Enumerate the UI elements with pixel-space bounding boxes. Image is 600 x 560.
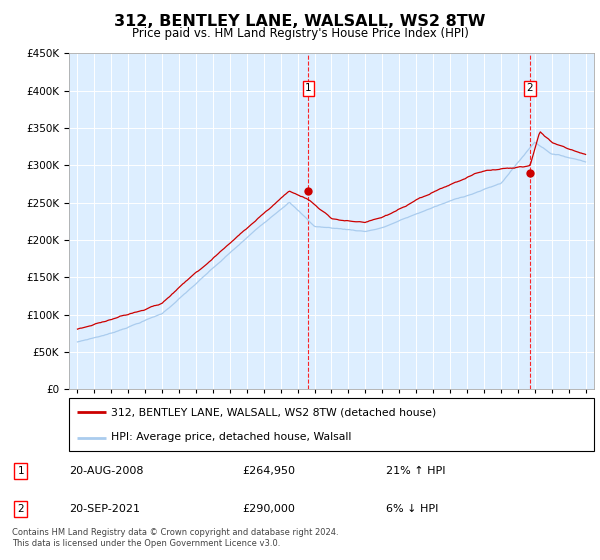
Text: 21% ↑ HPI: 21% ↑ HPI (386, 466, 446, 476)
Text: Price paid vs. HM Land Registry's House Price Index (HPI): Price paid vs. HM Land Registry's House … (131, 27, 469, 40)
Text: 20-SEP-2021: 20-SEP-2021 (70, 504, 140, 514)
Text: Contains HM Land Registry data © Crown copyright and database right 2024.
This d: Contains HM Land Registry data © Crown c… (12, 528, 338, 548)
Text: 312, BENTLEY LANE, WALSALL, WS2 8TW (detached house): 312, BENTLEY LANE, WALSALL, WS2 8TW (det… (111, 408, 436, 418)
FancyBboxPatch shape (69, 398, 594, 451)
Text: 20-AUG-2008: 20-AUG-2008 (70, 466, 144, 476)
Text: 1: 1 (305, 83, 312, 94)
Text: £290,000: £290,000 (242, 504, 295, 514)
Text: 6% ↓ HPI: 6% ↓ HPI (386, 504, 439, 514)
Text: 1: 1 (17, 466, 24, 476)
Text: 2: 2 (17, 504, 24, 514)
Text: HPI: Average price, detached house, Walsall: HPI: Average price, detached house, Wals… (111, 432, 352, 442)
Text: 2: 2 (527, 83, 533, 94)
Text: 312, BENTLEY LANE, WALSALL, WS2 8TW: 312, BENTLEY LANE, WALSALL, WS2 8TW (115, 14, 485, 29)
Text: £264,950: £264,950 (242, 466, 295, 476)
